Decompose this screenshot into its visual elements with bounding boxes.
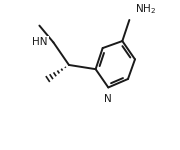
Text: N: N xyxy=(104,94,112,105)
Text: NH$_2$: NH$_2$ xyxy=(135,2,156,16)
Text: HN: HN xyxy=(32,38,48,47)
